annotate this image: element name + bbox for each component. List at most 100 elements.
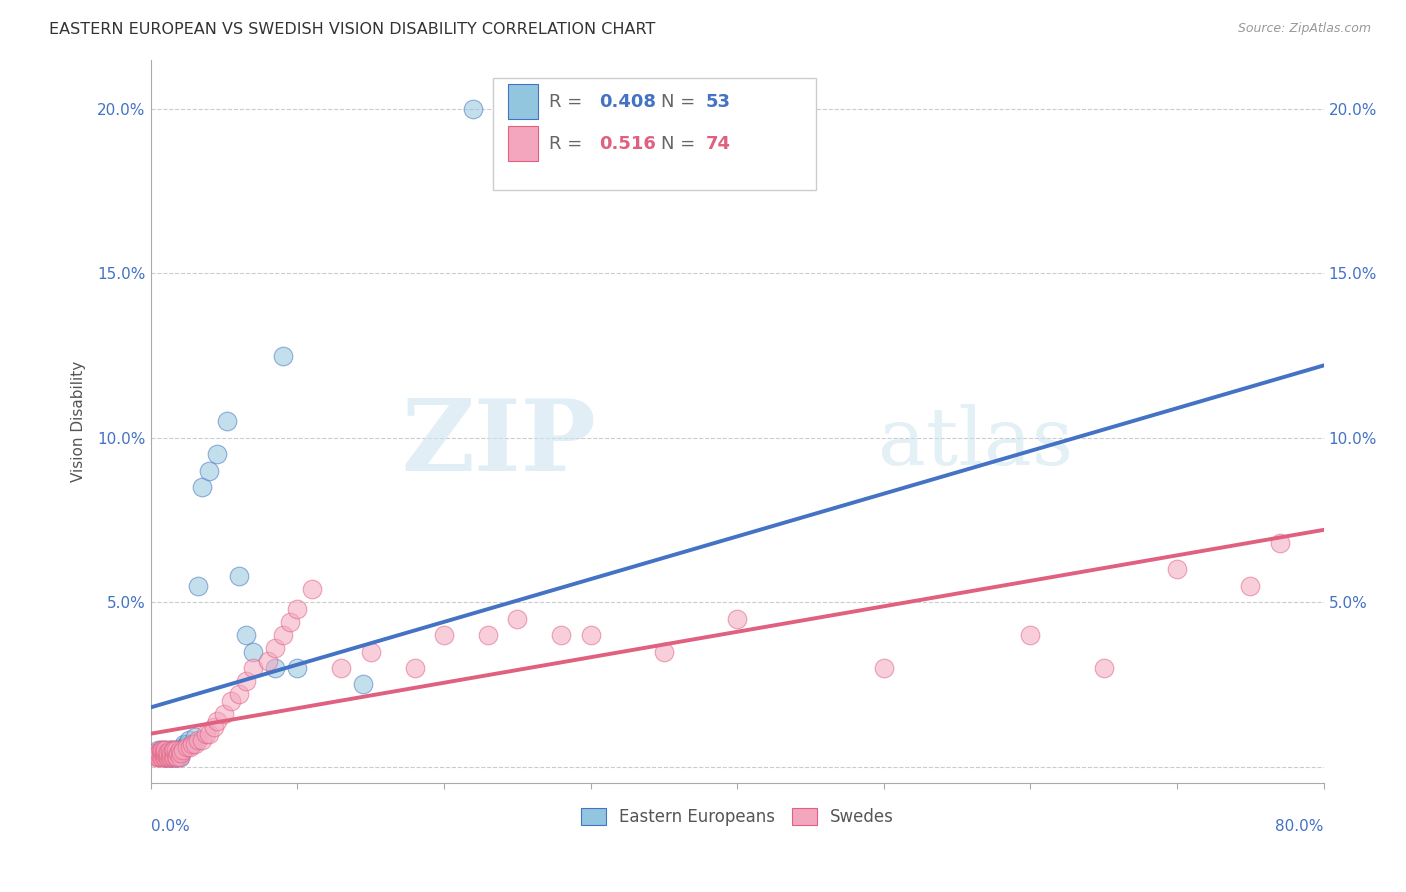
Point: [160, 747, 183, 761]
Point: [155, 749, 177, 764]
Point: [180, 737, 202, 751]
Point: [725, 612, 748, 626]
Point: [166, 749, 188, 764]
Point: [271, 349, 294, 363]
Point: [264, 641, 287, 656]
Point: [257, 654, 280, 668]
Point: [463, 102, 485, 116]
Text: atlas: atlas: [877, 404, 1073, 482]
Point: [149, 743, 172, 757]
FancyBboxPatch shape: [509, 84, 537, 119]
Point: [172, 739, 194, 754]
Point: [506, 612, 529, 626]
Point: [198, 464, 221, 478]
Point: [1019, 628, 1042, 642]
Point: [177, 733, 200, 747]
FancyBboxPatch shape: [494, 78, 815, 190]
Text: 53: 53: [706, 93, 731, 111]
Point: [159, 743, 181, 757]
Point: [166, 743, 188, 757]
Point: [162, 743, 184, 757]
Point: [433, 628, 456, 642]
Point: [157, 749, 180, 764]
Point: [163, 743, 186, 757]
Point: [550, 628, 572, 642]
Point: [242, 661, 264, 675]
Point: [159, 749, 181, 764]
Point: [205, 714, 228, 728]
Point: [165, 743, 187, 757]
Point: [1092, 661, 1115, 675]
Point: [163, 747, 186, 761]
Point: [148, 747, 170, 761]
Point: [180, 737, 202, 751]
Point: [404, 661, 426, 675]
Point: [215, 414, 238, 428]
Point: [155, 749, 177, 764]
Point: [163, 749, 186, 764]
Point: [1166, 562, 1188, 576]
Point: [155, 743, 177, 757]
Text: R =: R =: [550, 135, 589, 153]
Point: [212, 706, 235, 721]
Point: [157, 747, 180, 761]
Point: [165, 749, 187, 764]
Point: [162, 743, 184, 757]
Point: [145, 749, 167, 764]
Point: [183, 730, 205, 744]
Point: [149, 743, 172, 757]
Point: [169, 749, 191, 764]
Point: [152, 749, 174, 764]
Point: [162, 749, 184, 764]
Point: [155, 747, 177, 761]
Point: [301, 582, 323, 596]
Text: EASTERN EUROPEAN VS SWEDISH VISION DISABILITY CORRELATION CHART: EASTERN EUROPEAN VS SWEDISH VISION DISAB…: [49, 22, 655, 37]
Point: [278, 615, 301, 629]
Point: [150, 747, 173, 761]
Point: [157, 749, 180, 764]
Point: [191, 480, 214, 494]
Y-axis label: Vision Disability: Vision Disability: [72, 360, 86, 482]
Point: [160, 747, 183, 761]
Point: [235, 674, 257, 689]
Point: [186, 579, 208, 593]
Text: 0.0%: 0.0%: [150, 819, 190, 834]
Point: [579, 628, 602, 642]
Point: [167, 747, 190, 761]
Point: [235, 628, 257, 642]
FancyBboxPatch shape: [509, 126, 537, 161]
Point: [156, 747, 179, 761]
Point: [152, 749, 174, 764]
Point: [149, 749, 172, 764]
Point: [150, 749, 173, 764]
Point: [165, 743, 187, 757]
Point: [228, 687, 250, 701]
Point: [160, 749, 183, 764]
Text: R =: R =: [550, 93, 589, 111]
Point: [176, 739, 198, 754]
Point: [150, 747, 173, 761]
Text: N =: N =: [661, 93, 702, 111]
Point: [169, 743, 191, 757]
Point: [186, 733, 208, 747]
Point: [162, 747, 184, 761]
Point: [156, 747, 179, 761]
Point: [195, 727, 218, 741]
Point: [156, 749, 179, 764]
Text: 80.0%: 80.0%: [1275, 819, 1323, 834]
Point: [202, 720, 225, 734]
Point: [155, 747, 177, 761]
Point: [167, 749, 190, 764]
Point: [219, 694, 242, 708]
Point: [157, 747, 180, 761]
Point: [652, 644, 675, 658]
Point: [205, 447, 228, 461]
Point: [179, 739, 201, 754]
Point: [150, 747, 173, 761]
Text: N =: N =: [661, 135, 702, 153]
Point: [360, 644, 382, 658]
Point: [163, 749, 186, 764]
Point: [173, 737, 195, 751]
Point: [873, 661, 896, 675]
Text: 0.516: 0.516: [599, 135, 655, 153]
